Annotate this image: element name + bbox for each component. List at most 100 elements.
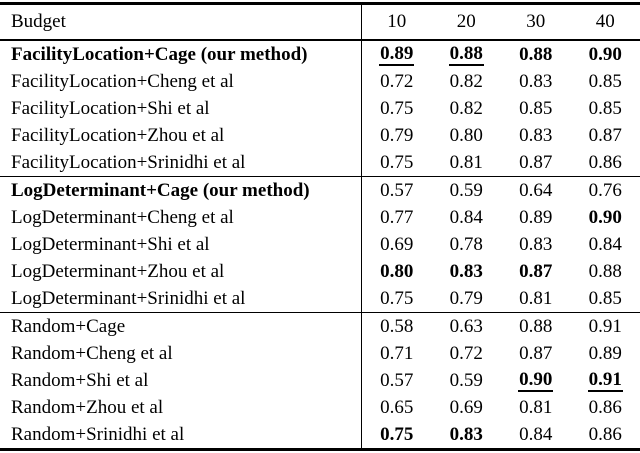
metric-cell: 0.86: [571, 397, 640, 419]
metric-cell: 0.57: [362, 180, 432, 202]
method-label: Random+Zhou et al: [0, 394, 362, 421]
metric-cell: 0.83: [501, 71, 571, 93]
metric-value: 0.85: [519, 97, 553, 119]
method-label: Random+Srinidhi et al: [0, 421, 362, 448]
table-row: Random+Srinidhi et al 0.75 0.83 0.84 0.86: [0, 421, 640, 448]
metric-value: 0.85: [588, 97, 622, 119]
metric-cell: 0.83: [432, 261, 502, 283]
budget-column-header-20: 20: [456, 11, 476, 32]
metric-cell: 0.77: [362, 207, 432, 229]
metric-cell: 0.81: [501, 397, 571, 419]
metric-value: 0.57: [380, 179, 414, 201]
metric-cell: 0.86: [571, 152, 640, 174]
metric-value: 0.90: [588, 206, 622, 228]
method-label: FacilityLocation+Srinidhi et al: [0, 149, 362, 176]
metric-cell: 0.75: [362, 424, 432, 446]
method-label: LogDeterminant+Srinidhi et al: [0, 285, 362, 312]
metric-cell: 0.59: [432, 370, 502, 392]
metric-cell: 0.85: [571, 288, 640, 310]
metric-cell: 0.75: [362, 98, 432, 120]
metric-cell: 0.72: [432, 343, 502, 365]
metric-value: 0.89: [379, 43, 415, 67]
metric-value: 0.59: [449, 369, 483, 391]
metric-cell: 0.80: [432, 125, 502, 147]
table-row: LogDeterminant+Cheng et al 0.77 0.84 0.89 0.…: [0, 204, 640, 231]
metric-cell: 0.59: [432, 180, 502, 202]
budget-column-header-40: 40: [595, 11, 615, 32]
metric-cell: 0.83: [432, 424, 502, 446]
table-row: FacilityLocation+Cheng et al 0.72 0.82 0.83…: [0, 68, 640, 95]
method-label: LogDeterminant+Shi et al: [0, 231, 362, 258]
metric-value: 0.83: [449, 423, 483, 445]
metric-value: 0.81: [449, 151, 483, 173]
metric-value: 0.82: [449, 97, 483, 119]
metric-value: 0.65: [380, 396, 414, 418]
metric-cell: 0.75: [362, 152, 432, 174]
metric-value: 0.58: [380, 315, 414, 337]
metric-cell: 0.88: [571, 261, 640, 283]
method-label: FacilityLocation+Shi et al: [0, 95, 362, 122]
metric-value: 0.88: [519, 43, 553, 65]
metric-value: 0.91: [588, 315, 622, 337]
metric-cell: 0.87: [501, 343, 571, 365]
metric-cell: 0.85: [501, 98, 571, 120]
table-header-row: Budget 10 20 30 40: [0, 5, 640, 39]
method-label: LogDeterminant+Cage (our method): [0, 177, 362, 204]
metric-value: 0.75: [380, 151, 414, 173]
metric-value: 0.75: [380, 423, 414, 445]
metric-value: 0.80: [449, 124, 483, 146]
metric-value: 0.78: [449, 233, 483, 255]
metric-value: 0.63: [449, 315, 483, 337]
metric-cell: 0.82: [432, 98, 502, 120]
metric-cell: 0.69: [362, 234, 432, 256]
metric-value: 0.64: [519, 179, 553, 201]
metric-cell: 0.76: [571, 180, 640, 202]
metric-cell: 0.86: [571, 424, 640, 446]
metric-value: 0.76: [588, 179, 622, 201]
metric-cell: 0.90: [501, 369, 571, 393]
metric-cell: 0.84: [571, 234, 640, 256]
metric-value: 0.84: [588, 233, 622, 255]
metric-value: 0.89: [588, 342, 622, 364]
metric-value: 0.72: [380, 70, 414, 92]
metric-cell: 0.69: [432, 397, 502, 419]
metric-cell: 0.80: [362, 261, 432, 283]
method-label: FacilityLocation+Zhou et al: [0, 122, 362, 149]
metric-value: 0.90: [588, 43, 622, 65]
metric-value: 0.86: [588, 151, 622, 173]
table-row: FacilityLocation+Shi et al 0.75 0.82 0.85 0.…: [0, 95, 640, 122]
metric-value: 0.89: [519, 206, 553, 228]
metric-cell: 0.89: [362, 43, 432, 67]
metric-value: 0.81: [519, 287, 553, 309]
metric-value: 0.77: [380, 206, 414, 228]
metric-value: 0.84: [519, 423, 553, 445]
metric-value: 0.90: [518, 369, 554, 393]
metric-cell: 0.85: [571, 98, 640, 120]
header-bottom-rule: [0, 39, 640, 41]
table-row: Random+Cage 0.58 0.63 0.88 0.91: [0, 313, 640, 340]
metric-value: 0.85: [588, 70, 622, 92]
method-label: FacilityLocation+Cheng et al: [0, 68, 362, 95]
table-row: Random+Zhou et al 0.65 0.69 0.81 0.86: [0, 394, 640, 421]
table-row: FacilityLocation+Srinidhi et al 0.75 0.81 0…: [0, 149, 640, 176]
method-label: Random+Shi et al: [0, 367, 362, 394]
metric-value: 0.86: [588, 396, 622, 418]
metric-value: 0.83: [449, 260, 483, 282]
table-row: LogDeterminant+Shi et al 0.69 0.78 0.83 0.84: [0, 231, 640, 258]
metric-cell: 0.87: [571, 125, 640, 147]
metric-cell: 0.91: [571, 316, 640, 338]
metric-cell: 0.90: [571, 207, 640, 229]
metric-value: 0.80: [380, 260, 414, 282]
table-section: Random+Cage 0.58 0.63 0.88 0.91 Random+Cheng …: [0, 312, 640, 448]
metric-value: 0.79: [449, 287, 483, 309]
table-row: FacilityLocation+Zhou et al 0.79 0.80 0.83 0…: [0, 122, 640, 149]
metric-value: 0.75: [380, 97, 414, 119]
metric-value: 0.87: [519, 342, 553, 364]
method-label: Random+Cheng et al: [0, 340, 362, 367]
metric-value: 0.83: [519, 233, 553, 255]
metric-value: 0.83: [519, 70, 553, 92]
metric-value: 0.88: [588, 260, 622, 282]
metric-cell: 0.89: [501, 207, 571, 229]
metric-cell: 0.85: [571, 71, 640, 93]
metric-cell: 0.78: [432, 234, 502, 256]
